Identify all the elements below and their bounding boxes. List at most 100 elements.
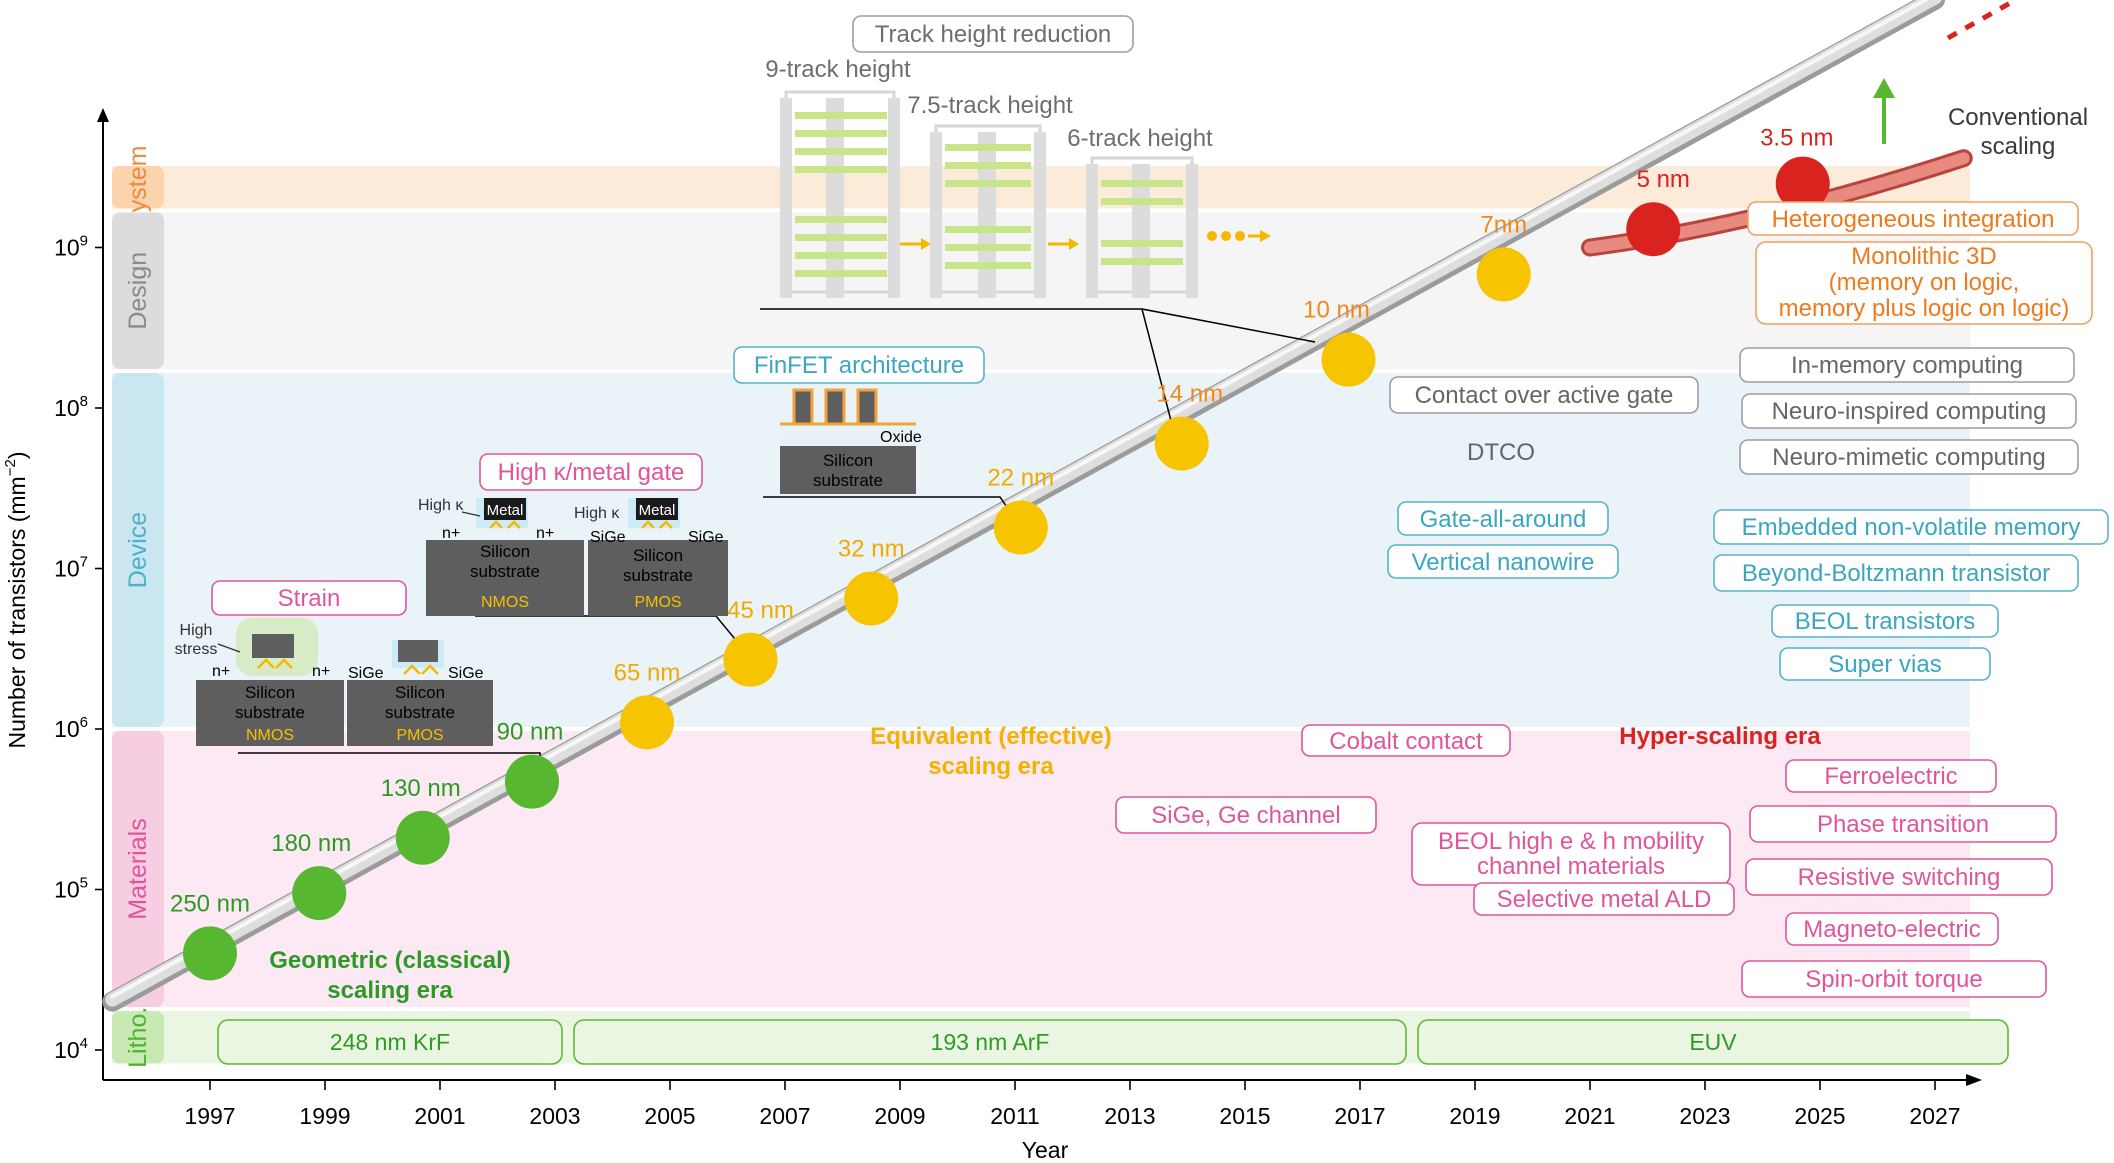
vertical-nanowire-box xyxy=(1387,544,1619,579)
monolithic-label: Monolithic 3D (memory on logic, memory plu… xyxy=(1779,243,2070,322)
x-tick-label: 1999 xyxy=(299,1103,350,1129)
spin-orbit-box xyxy=(1741,960,2047,998)
resistive-switching-box xyxy=(1745,858,2053,896)
band-label-materials: Materials xyxy=(124,818,152,919)
track-reduction-label: Track height reduction xyxy=(875,21,1112,48)
super-vias-box xyxy=(1779,647,1991,681)
high-k-box xyxy=(479,453,703,491)
strain-inset: Strain High stress n+ n+ Silicon substrate… xyxy=(175,580,493,746)
data-label-180nm: 180 nm xyxy=(271,830,351,857)
x-tick-label: 1997 xyxy=(184,1103,235,1129)
conventional-scaling-label: Conventional scaling xyxy=(1948,104,2088,160)
litho-euv-box xyxy=(1417,1019,2009,1065)
finfet-inset: FinFET architecture Oxide Silicon substra… xyxy=(733,346,985,494)
data-label-45nm: 45 nm xyxy=(727,597,794,624)
band-tab-device xyxy=(112,373,164,727)
x-tick-label: 2019 xyxy=(1449,1103,1500,1129)
upward-arrow-head xyxy=(1873,78,1895,98)
neuro-mimetic-box xyxy=(1739,439,2079,475)
dtco-label: DTCO xyxy=(1467,439,1535,466)
upward-arrow xyxy=(1873,78,1895,144)
finfet-oxide-label: Oxide xyxy=(880,429,922,446)
track-9-cell xyxy=(780,90,900,298)
svg-text:n+: n+ xyxy=(442,525,460,542)
strain-pmos: SiGe SiGe Silicon substrate PMOS xyxy=(347,640,493,746)
data-label-22nm: 22 nm xyxy=(987,465,1054,492)
track-reduction-box xyxy=(852,15,1134,53)
litho-euv-label: EUV xyxy=(1689,1029,1737,1055)
magneto-electric-box xyxy=(1785,912,1999,946)
era-geometric: Geometric (classical) scaling era xyxy=(269,947,510,1004)
track-ellipsis-arrow xyxy=(1207,230,1271,242)
design-boxes: Contact over active gate DTCO In-memory … xyxy=(1389,347,2079,475)
data-point-65nm xyxy=(620,695,674,750)
track-75-cell xyxy=(930,124,1046,298)
x-tick-label: 2009 xyxy=(874,1103,925,1129)
svg-text:n+: n+ xyxy=(312,663,330,680)
contact-over-gate-box xyxy=(1389,376,1699,414)
svg-text:SiGe: SiGe xyxy=(448,665,484,682)
track-height-inset: Track height reduction 9-track height 7.… xyxy=(765,15,1271,298)
phase-transition-label: Phase transition xyxy=(1817,811,1989,838)
x-axis-arrow xyxy=(1966,1074,1982,1086)
trend-continuation-dots xyxy=(1946,0,2014,41)
x-tick-label: 2025 xyxy=(1794,1103,1845,1129)
data-label-32nm: 32 nm xyxy=(838,536,905,563)
litho-krf-label: 248 nm KrF xyxy=(330,1029,450,1055)
beol-transistors-box xyxy=(1771,604,1999,638)
x-tick-label: 2005 xyxy=(644,1103,695,1129)
data-point-250nm xyxy=(183,926,237,981)
svg-text:NMOS: NMOS xyxy=(481,594,529,611)
sige-ge-label: SiGe, Ge channel xyxy=(1151,802,1340,829)
selective-ald-box xyxy=(1473,882,1735,916)
svg-text:Metal: Metal xyxy=(639,502,676,519)
track-6-label: 6-track height xyxy=(1067,125,1213,152)
heterogeneous-label: Heterogeneous integration xyxy=(1772,206,2055,233)
y-tick-label: 108 xyxy=(54,393,88,421)
trend-continuation xyxy=(1946,0,2014,41)
svg-text:SiGe: SiGe xyxy=(348,665,384,682)
data-label-130nm: 130 nm xyxy=(381,775,461,802)
y-tick-label: 104 xyxy=(54,1035,88,1063)
resistive-switching-label: Resistive switching xyxy=(1798,864,2001,891)
phase-transition-box xyxy=(1749,805,2057,843)
x-tick-label: 2027 xyxy=(1909,1103,1960,1129)
litho-arf-label: 193 nm ArF xyxy=(931,1029,1050,1055)
beol-transistors-label: BEOL transistors xyxy=(1795,608,1976,635)
strain-label: Strain xyxy=(278,585,341,612)
band-tab-materials xyxy=(112,731,164,1008)
finfet-label: FinFET architecture xyxy=(754,352,964,379)
high-k-label: High κ/metal gate xyxy=(498,459,685,486)
data-point-5nm xyxy=(1626,202,1681,257)
y-axis-arrow xyxy=(97,108,109,122)
svg-text:PMOS: PMOS xyxy=(634,594,681,611)
axes: 1997 1999 2001 2003 2005 2007 2009 2011 2013 2015… xyxy=(2,108,1982,1163)
beol-mobility-label: BEOL high e & h mobility channel material… xyxy=(1438,828,1704,880)
track-75-label: 7.5-track height xyxy=(907,92,1073,119)
y-tick-label: 109 xyxy=(54,233,88,261)
data-label-5nm: 5 nm xyxy=(1637,166,1690,193)
monolithic-box xyxy=(1755,241,2093,325)
data-label-3-5nm: 3.5 nm xyxy=(1760,125,1833,152)
spin-orbit-label: Spin-orbit torque xyxy=(1805,966,1982,993)
svg-text:n+: n+ xyxy=(212,663,230,680)
super-vias-label: Super vias xyxy=(1828,651,1941,678)
gaa-box xyxy=(1397,501,1609,536)
band-label-litho: Litho. xyxy=(124,1007,152,1068)
strain-box xyxy=(211,580,407,616)
track-9-label: 9-track height xyxy=(765,56,911,83)
svg-text:NMOS: NMOS xyxy=(246,727,294,744)
vertical-nanowire-label: Vertical nanowire xyxy=(1412,549,1595,576)
svg-text:Metal: Metal xyxy=(487,502,524,519)
y-tick-label: 105 xyxy=(54,875,88,903)
x-tick-label: 2011 xyxy=(990,1103,1039,1129)
data-point-45nm xyxy=(723,632,778,687)
envm-box xyxy=(1713,509,2109,545)
data-point-labels: 250 nm 180 nm 130 nm 90 nm 65 nm 45 nm 32 nm 22… xyxy=(170,125,1833,918)
beyond-boltzmann-label: Beyond-Boltzmann transistor xyxy=(1742,560,2050,587)
x-tick-label: 2021 xyxy=(1564,1103,1615,1129)
svg-text:PMOS: PMOS xyxy=(396,727,443,744)
litho-arf-box xyxy=(573,1019,1407,1065)
